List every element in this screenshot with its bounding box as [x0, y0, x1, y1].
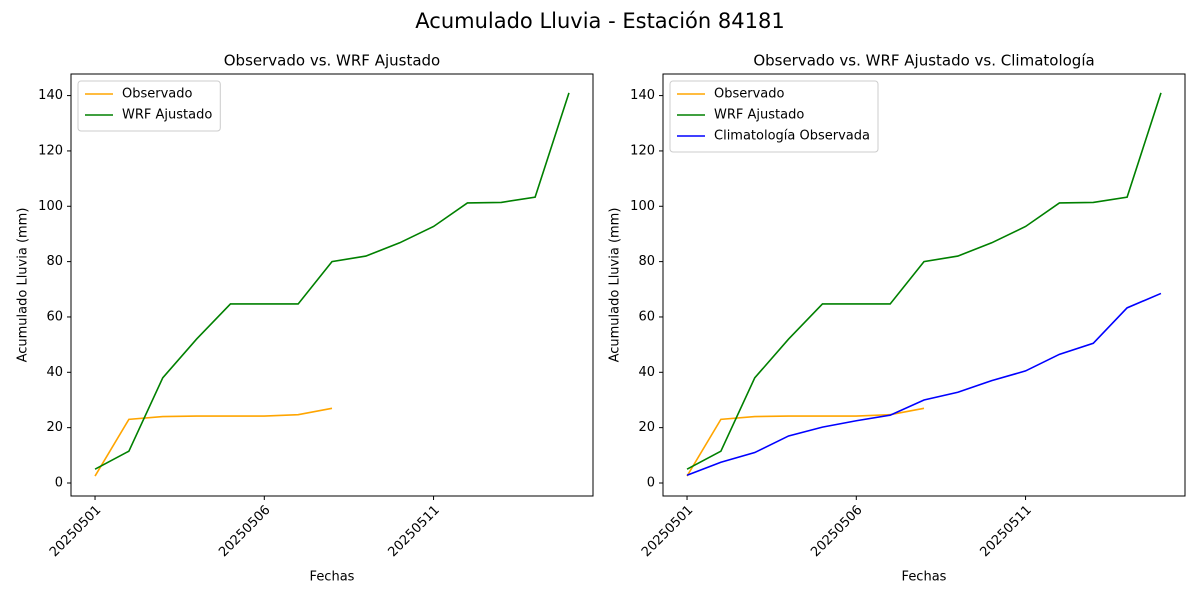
y-tick-label: 60: [638, 309, 655, 324]
y-tick-label: 60: [46, 309, 63, 324]
y-tick-label: 80: [638, 254, 655, 269]
y-tick-label: 20: [638, 420, 655, 435]
y-tick-label: 120: [38, 143, 63, 158]
chart-title: Observado vs. WRF Ajustado: [224, 52, 440, 70]
y-tick-label: 0: [647, 475, 655, 490]
plot-frame: [662, 73, 1186, 497]
y-tick-label: 0: [55, 475, 63, 490]
y-axis-label: Acumulado Lluvia (mm): [16, 208, 31, 363]
y-tick-label: 100: [38, 199, 63, 214]
y-tick-label: 140: [630, 88, 655, 103]
series-line: [686, 292, 1162, 476]
plot-frame: [70, 73, 594, 497]
y-tick-label: 100: [630, 199, 655, 214]
y-tick-label: 80: [46, 254, 63, 269]
y-tick-label: 140: [38, 88, 63, 103]
series-line: [94, 407, 333, 477]
y-tick-label: 40: [46, 365, 63, 380]
legend-label: Observado: [122, 87, 193, 102]
legend-box: [77, 80, 221, 132]
y-tick-label: 20: [46, 420, 63, 435]
legend-label: Observado: [714, 87, 785, 102]
y-tick-label: 120: [630, 143, 655, 158]
legend-label: WRF Ajustado: [714, 108, 804, 123]
y-tick-label: 40: [638, 365, 655, 380]
legend-box: [669, 80, 879, 153]
y-axis-label: Acumulado Lluvia (mm): [608, 208, 623, 363]
chart-title: Observado vs. WRF Ajustado vs. Climatolo…: [753, 52, 1094, 70]
series-line: [686, 407, 925, 477]
legend-label: Climatología Observada: [714, 129, 870, 144]
series-line: [94, 92, 570, 470]
series-line: [686, 92, 1162, 470]
legend-label: WRF Ajustado: [122, 108, 212, 123]
x-axis-label: Fechas: [902, 570, 947, 585]
figure-title: Acumulado Lluvia - Estación 84181: [415, 9, 784, 33]
x-axis-label: Fechas: [310, 570, 355, 585]
